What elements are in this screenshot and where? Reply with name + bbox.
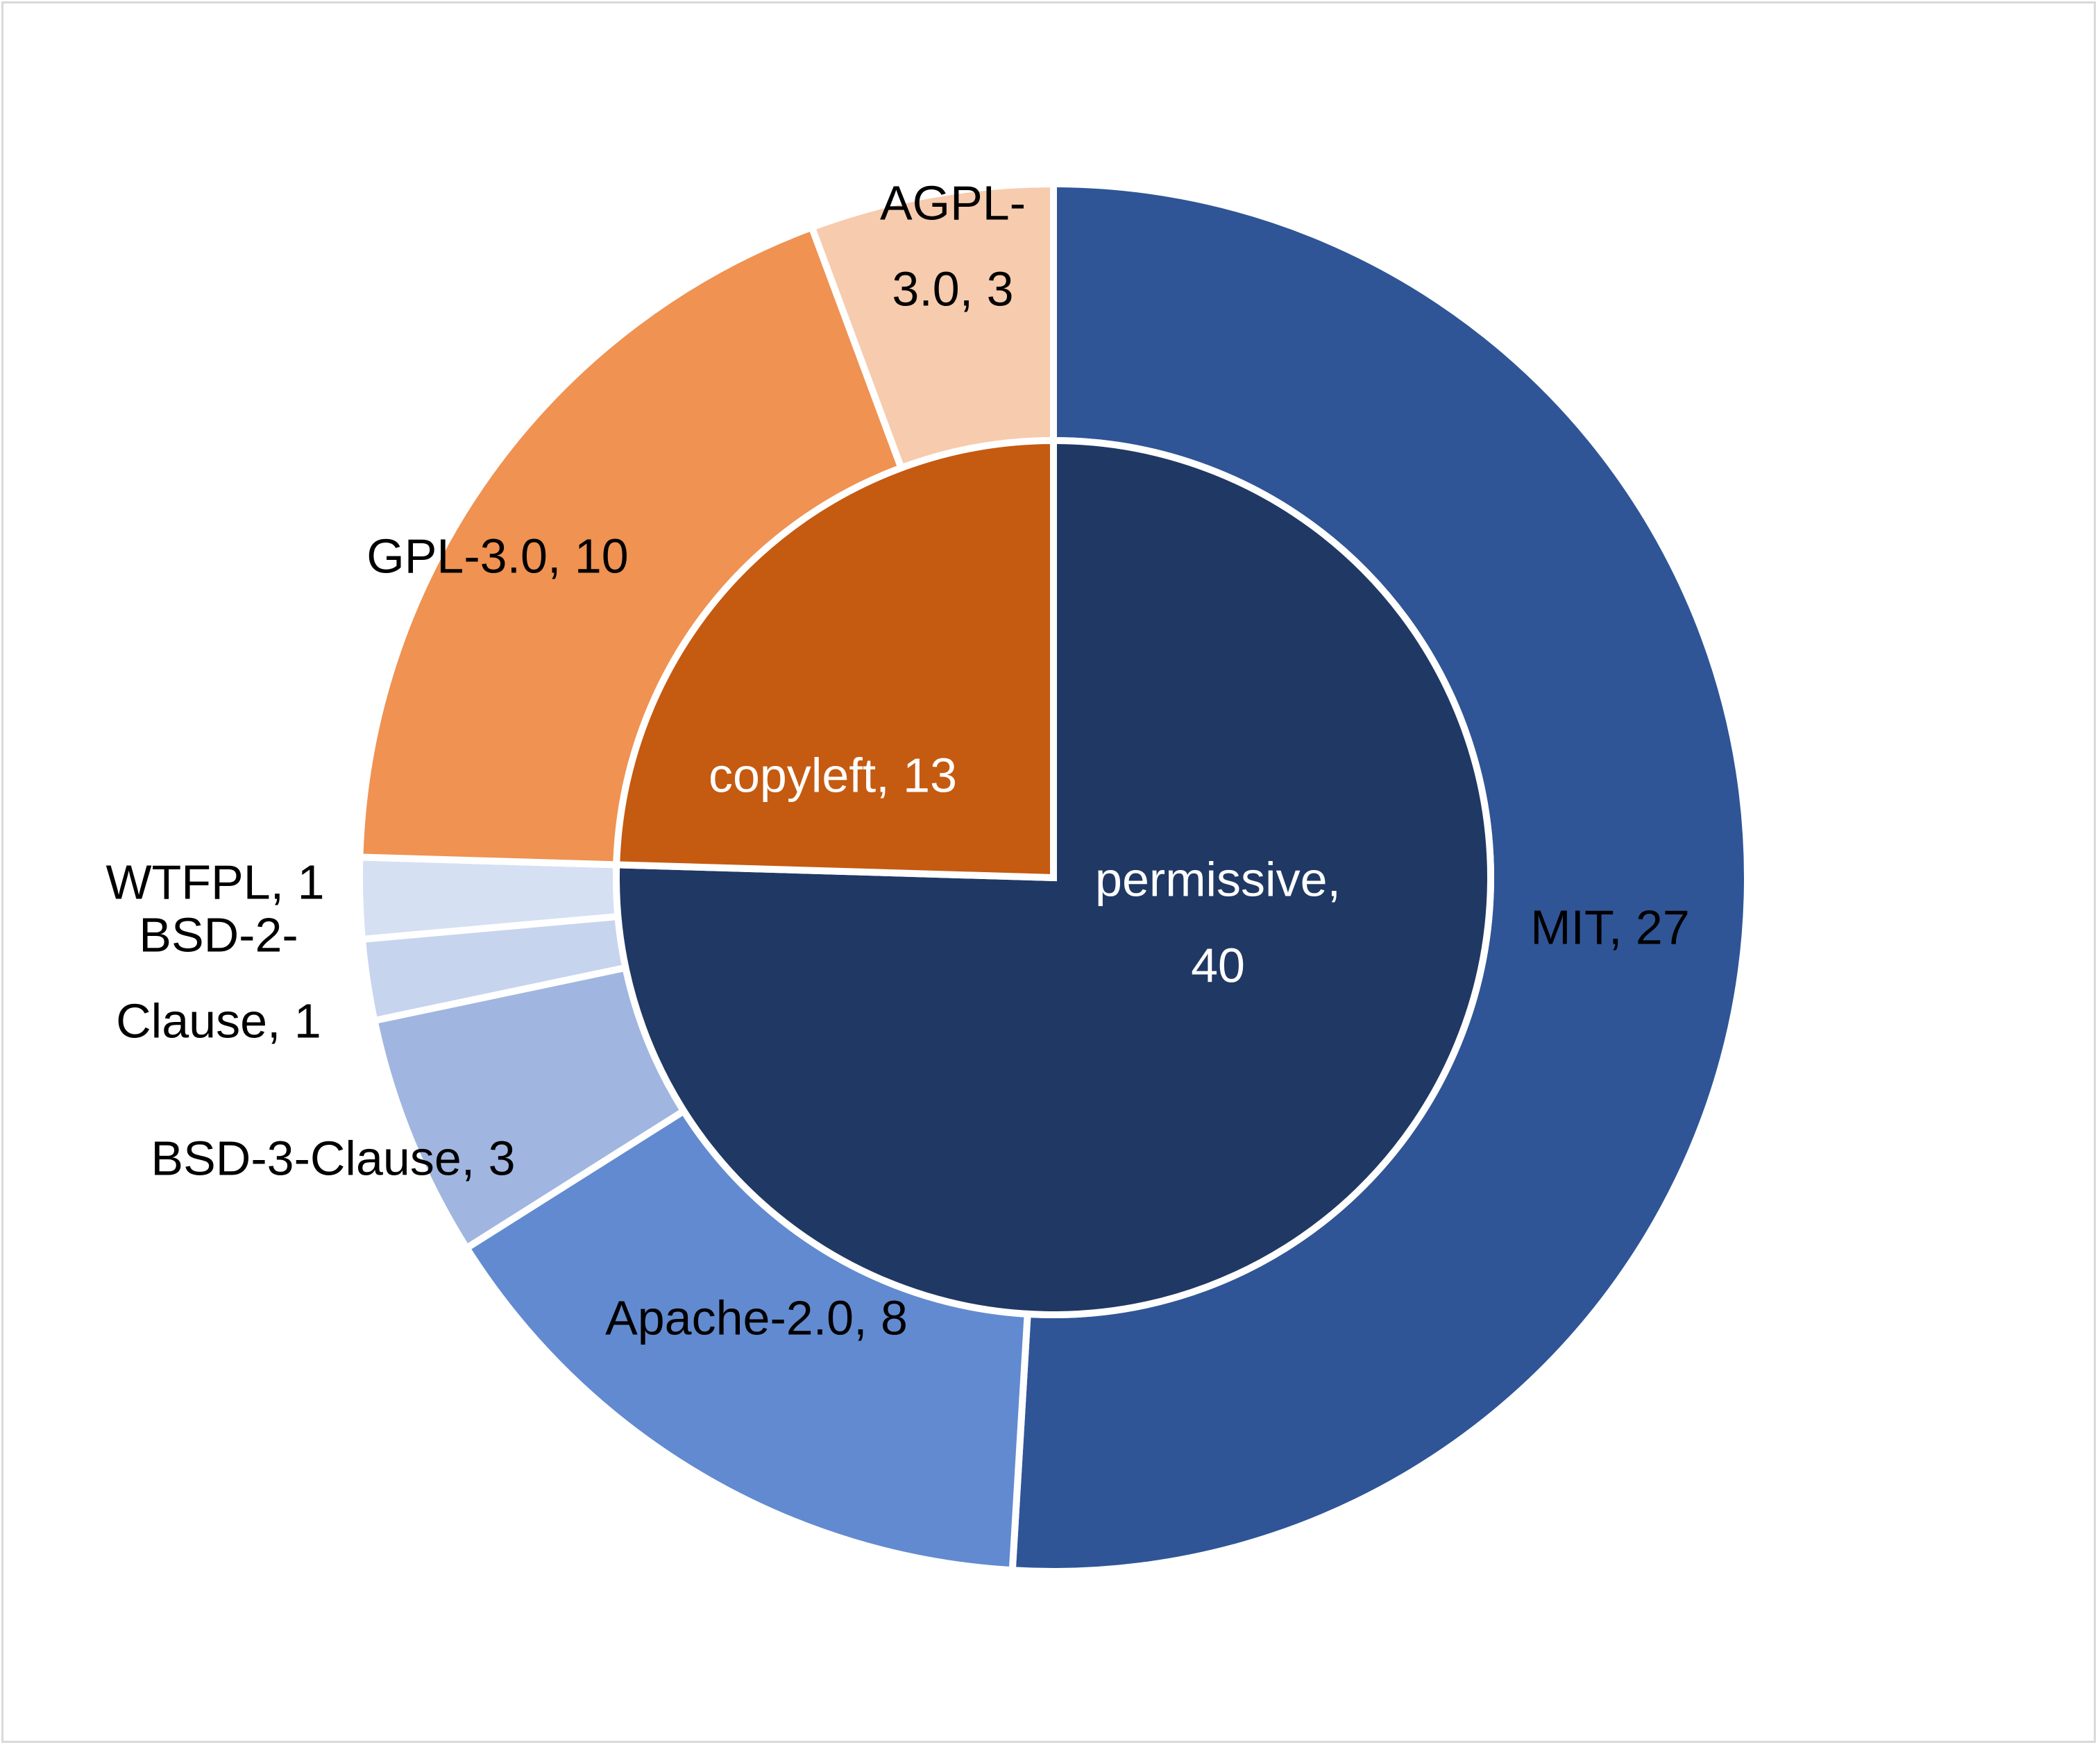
- outer-label-agpl-3-0: AGPL- 3.0, 3: [880, 176, 1026, 316]
- outer-label-line: GPL-3.0, 10: [366, 529, 628, 583]
- outer-label-line: BSD-2-: [139, 907, 298, 962]
- outer-label-gpl-3-0: GPL-3.0, 10: [366, 529, 628, 583]
- inner-slice-permissive: [613, 436, 1494, 1318]
- outer-label-line: Apache-2.0, 8: [605, 1290, 908, 1345]
- inner-ring: [613, 436, 1494, 1318]
- sunburst-chart: permissive, 40 copyleft, 13 MIT, 27 Apache-2…: [105, 176, 1752, 1575]
- outer-label-bsd-2-clause: BSD-2- Clause, 1: [116, 907, 321, 1048]
- outer-label-apache-2-0: Apache-2.0, 8: [605, 1290, 908, 1345]
- inner-label-copyleft: copyleft, 13: [709, 748, 957, 802]
- outer-label-line: BSD-3-Clause, 3: [151, 1131, 515, 1185]
- outer-ring: [356, 180, 1752, 1575]
- outer-label-bsd-3-clause: BSD-3-Clause, 3: [151, 1131, 515, 1185]
- outer-label-line: AGPL-: [880, 176, 1026, 230]
- outer-label-line: Clause, 1: [116, 994, 321, 1048]
- outer-label-line: WTFPL, 1: [105, 855, 324, 909]
- inner-label-line: permissive,: [1095, 852, 1341, 906]
- inner-label-permissive: permissive, 40: [1095, 852, 1341, 992]
- outer-label-mit: MIT, 27: [1530, 900, 1690, 954]
- inner-label-line: copyleft, 13: [709, 748, 957, 802]
- inner-label-line: 40: [1191, 938, 1245, 992]
- inner-slice-copyleft: [613, 436, 1057, 882]
- outer-label-wtfpl: WTFPL, 1: [105, 855, 324, 909]
- outer-label-line: MIT, 27: [1530, 900, 1690, 954]
- data-labels: permissive, 40 copyleft, 13 MIT, 27 Apache-2…: [105, 176, 1689, 1345]
- outer-label-line: 3.0, 3: [892, 262, 1013, 316]
